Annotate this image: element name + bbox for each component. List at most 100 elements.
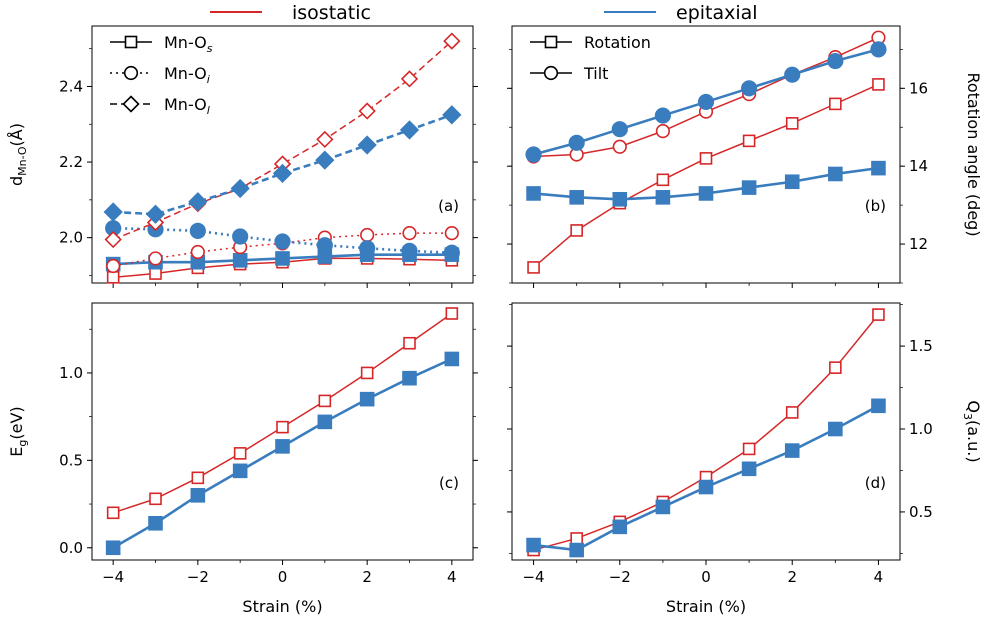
data-point-circle: [106, 258, 121, 274]
legend-label: Mn-Ol: [164, 95, 210, 117]
legend-label-sub: s: [207, 42, 213, 55]
data-point-diamond: [272, 163, 293, 184]
data-point-circle: [359, 240, 376, 257]
data-point-square: [527, 261, 540, 274]
data-point-circle: [655, 124, 670, 139]
series-line: [112, 40, 453, 241]
data-point-square: [742, 442, 756, 456]
data-point-square: [402, 370, 417, 386]
y-tick-label: 14: [909, 157, 928, 175]
y-tick-label: 1.5: [909, 337, 933, 355]
data-point-square: [698, 479, 714, 495]
legend-label: Mn-Os: [164, 33, 213, 55]
x-tick-label: 0: [278, 568, 288, 586]
legend-marker-square: [124, 35, 138, 49]
data-point-square: [275, 251, 290, 266]
data-point-square: [317, 414, 333, 430]
data-point-circle: [189, 222, 206, 239]
y-axis-label-sub: Mn-O: [16, 146, 29, 176]
series-line: [112, 312, 453, 514]
data-point-square: [444, 351, 460, 367]
data-point-square: [149, 492, 162, 506]
series-isostatic-square: [527, 78, 885, 274]
data-point-circle: [612, 139, 627, 154]
data-point-circle: [443, 244, 460, 261]
legend-marker-circle: [123, 65, 139, 81]
data-point-diamond: [104, 230, 122, 249]
y-axis-label-unit: (eV): [7, 406, 26, 439]
series-epitaxial-circle: [525, 41, 887, 163]
data-point-circle: [827, 52, 844, 70]
epitaxial-legend-label: epitaxial: [676, 2, 758, 24]
data-point-square: [828, 166, 843, 182]
series-line: [113, 226, 452, 255]
data-point-diamond: [443, 32, 461, 50]
data-point-square: [871, 160, 886, 176]
data-point-diamond: [145, 204, 166, 224]
legend-label-sub: i: [207, 73, 210, 86]
x-axis-label: Strain (%): [666, 597, 746, 616]
data-point-square: [148, 515, 163, 531]
panel-legend: Rotation Tilt: [530, 33, 651, 83]
legend-label-sub: l: [207, 104, 210, 117]
series-epitaxial-square: [526, 160, 886, 207]
y-axis-label-main: E: [7, 447, 26, 457]
data-point-square: [275, 439, 290, 454]
data-point-square: [741, 180, 757, 195]
data-point-square: [871, 398, 886, 414]
y-axis-label: Q3(a.u.): [961, 400, 983, 462]
data-point-square: [276, 420, 289, 434]
data-point-square: [655, 499, 671, 515]
data-point-square: [569, 542, 584, 558]
data-point-diamond: [316, 130, 334, 149]
data-point-square: [785, 406, 799, 419]
data-point-diamond: [399, 120, 420, 140]
data-point-diamond: [103, 202, 123, 222]
x-tick-label: 4: [874, 568, 884, 586]
top-legend: isostatic epitaxial: [210, 2, 758, 24]
y-tick-label: 0.5: [909, 503, 933, 521]
data-point-square: [360, 366, 374, 380]
y-tick-label: 0.0: [59, 539, 83, 557]
x-tick-label: −2: [609, 568, 631, 586]
data-point-circle: [870, 41, 887, 58]
x-tick-label: −4: [102, 568, 124, 586]
y-tick-label: 2.4: [59, 77, 83, 95]
data-point-square: [784, 443, 800, 458]
legend-marker-square: [544, 35, 558, 49]
data-point-diamond: [188, 192, 208, 212]
data-point-square: [570, 224, 583, 237]
data-point-circle: [316, 237, 333, 254]
y-tick-label: 2.0: [59, 229, 83, 247]
panels: 2.02.22.4(a)dMn-O(Å)Mn-OsMn-OiMn-Ol12141…: [7, 25, 983, 616]
data-point-square: [741, 461, 757, 477]
data-point-square: [233, 447, 247, 460]
panel-label: (d): [865, 474, 886, 492]
data-point-square: [569, 190, 584, 205]
series-epitaxial-square: [105, 351, 460, 556]
y-tick-label: 0.5: [59, 451, 83, 469]
y-axis-label-sub: g: [16, 440, 29, 447]
data-point-square: [698, 186, 714, 201]
y-axis-label-main: d: [7, 176, 26, 186]
data-point-square: [106, 506, 120, 520]
y-tick-label: 16: [909, 79, 928, 97]
legend-label-main: Tilt: [583, 64, 608, 83]
panel-d: −4 −2 0 2 4 0.5 1.0 1.5 (d) Q3(a.u.) Strain (%): [507, 302, 983, 616]
data-point-square: [742, 134, 756, 148]
y-axis-label-unit: (a.u.): [964, 420, 983, 463]
y-axis-label-sub: 3: [961, 413, 974, 420]
data-point-square: [232, 463, 248, 479]
data-point-square: [612, 191, 628, 207]
series-isostatic-square: [106, 307, 459, 520]
data-point-circle: [402, 226, 417, 241]
data-point-circle: [274, 233, 291, 250]
legend-label: Tilt: [583, 64, 608, 83]
data-point-square: [784, 174, 800, 190]
x-tick-label: −4: [522, 568, 544, 586]
data-point-square: [828, 421, 843, 437]
y-axis-label: dMn-O(Å): [7, 123, 29, 186]
legend-label-main: Mn-O: [164, 95, 207, 114]
x-tick-label: 4: [447, 568, 457, 586]
